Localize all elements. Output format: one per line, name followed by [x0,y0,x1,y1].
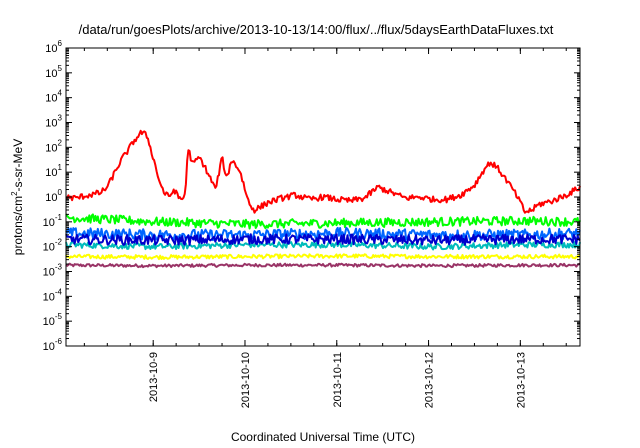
series-layer [65,129,581,269]
y-tick-label: 106 [45,39,62,55]
x-tick-label: 2013-10-9 [148,352,160,402]
y-tick-label: 10-5 [43,312,63,328]
x-tick-label: 2013-10-10 [240,352,252,408]
y-tick-label: 101 [45,163,62,179]
y-tick-label: 10-1 [43,213,63,229]
y-tick-label: 103 [45,114,62,130]
y-tick-label: 104 [45,89,62,105]
x-tick-label: 2013-10-13 [515,352,527,408]
series-line [65,240,581,251]
chart-title: /data/run/goesPlots/archive/2013-10-13/1… [79,22,554,37]
y-tick-label: 10-6 [43,337,63,353]
y-axis-ticks: 106 105 104 103 102 101 100 10-1 10-2 10-3 10-4 10-… [43,39,580,353]
series-line [65,213,581,230]
y-axis-label: protons/cm2-s-sr-MeV [10,139,25,255]
series-line [65,129,581,214]
x-tick-label: 2013-10-12 [424,352,436,408]
y-tick-label: 10-3 [43,263,63,279]
y-tick-label: 102 [45,138,62,154]
y-tick-label: 10-4 [43,287,63,303]
x-tick-label: 2013-10-11 [332,352,344,407]
series-line [65,253,581,261]
x-axis-label: Coordinated Universal Time (UTC) [231,430,415,444]
series-line [65,226,581,242]
x-axis-ticks: 2013-10-9 2013-10-10 2013-10-11 2013-10-12 2… [83,48,567,408]
series-line [65,262,581,269]
y-tick-label: 105 [45,64,62,80]
series-line [65,233,581,246]
y-tick-label: 10-2 [43,238,63,254]
y-tick-label: 100 [45,188,62,204]
